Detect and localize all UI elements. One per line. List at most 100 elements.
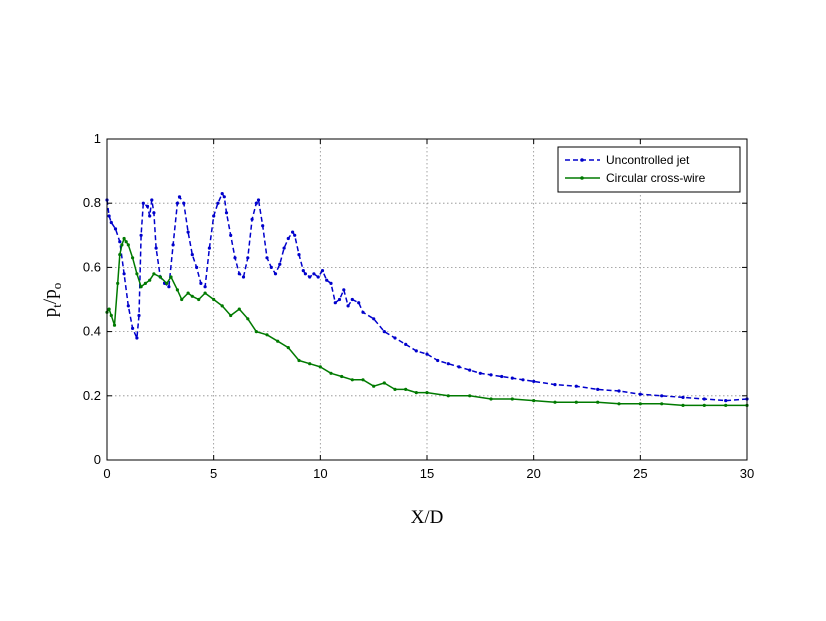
x-tick-label: 25 xyxy=(633,466,647,481)
data-point-circular-cross-wire xyxy=(318,365,322,369)
data-point-uncontrolled-jet xyxy=(265,256,269,260)
data-point-uncontrolled-jet xyxy=(553,383,557,387)
data-point-uncontrolled-jet xyxy=(325,278,329,282)
data-point-uncontrolled-jet xyxy=(457,365,461,369)
data-point-circular-cross-wire xyxy=(681,403,685,407)
data-point-uncontrolled-jet xyxy=(372,317,376,321)
data-point-uncontrolled-jet xyxy=(361,310,365,314)
data-point-uncontrolled-jet xyxy=(329,281,333,285)
data-point-circular-cross-wire xyxy=(180,297,184,302)
data-point-uncontrolled-jet xyxy=(141,201,145,205)
data-point-circular-cross-wire xyxy=(169,275,173,279)
data-point-circular-cross-wire xyxy=(350,378,354,382)
legend-marker-circular-cross-wire xyxy=(580,176,584,180)
data-point-uncontrolled-jet xyxy=(282,246,286,250)
data-point-circular-cross-wire xyxy=(135,272,139,276)
data-point-circular-cross-wire xyxy=(254,330,258,334)
data-point-uncontrolled-jet xyxy=(135,336,139,340)
data-point-circular-cross-wire xyxy=(702,403,706,407)
data-point-circular-cross-wire xyxy=(120,243,124,247)
data-point-circular-cross-wire xyxy=(124,240,128,244)
data-point-circular-cross-wire xyxy=(190,294,194,298)
data-point-uncontrolled-jet xyxy=(131,326,135,330)
data-point-circular-cross-wire xyxy=(414,391,418,395)
data-point-circular-cross-wire xyxy=(122,236,126,241)
data-point-uncontrolled-jet xyxy=(145,204,150,208)
data-point-uncontrolled-jet xyxy=(220,192,224,196)
data-point-circular-cross-wire xyxy=(175,288,179,292)
data-point-circular-cross-wire xyxy=(297,358,301,363)
legend-label-circular-cross-wire: Circular cross-wire xyxy=(606,171,706,185)
data-point-uncontrolled-jet xyxy=(152,211,156,215)
data-point-circular-cross-wire xyxy=(340,374,344,379)
data-point-uncontrolled-jet xyxy=(510,376,514,380)
x-tick-label: 30 xyxy=(740,466,754,481)
data-point-uncontrolled-jet xyxy=(436,358,440,363)
data-point-uncontrolled-jet xyxy=(521,378,525,382)
data-point-uncontrolled-jet xyxy=(346,304,350,308)
x-tick-label: 0 xyxy=(103,466,110,481)
data-point-circular-cross-wire xyxy=(393,387,397,391)
ticks xyxy=(106,138,748,461)
data-point-uncontrolled-jet xyxy=(333,301,337,305)
data-point-uncontrolled-jet xyxy=(425,352,429,356)
y-tick-label: 0.8 xyxy=(83,195,101,210)
data-point-uncontrolled-jet xyxy=(190,253,194,257)
data-point-uncontrolled-jet xyxy=(301,269,305,273)
data-point-circular-cross-wire xyxy=(638,402,642,406)
data-point-uncontrolled-jet xyxy=(186,230,190,234)
x-axis-title: X/D xyxy=(411,507,444,528)
data-point-circular-cross-wire xyxy=(126,243,130,247)
data-point-circular-cross-wire xyxy=(329,371,333,375)
data-point-uncontrolled-jet xyxy=(118,240,122,244)
data-point-uncontrolled-jet xyxy=(478,371,482,375)
data-point-uncontrolled-jet xyxy=(212,214,216,218)
data-point-uncontrolled-jet xyxy=(216,201,220,205)
data-point-circular-cross-wire xyxy=(404,387,408,391)
data-point-uncontrolled-jet xyxy=(250,217,254,221)
data-point-uncontrolled-jet xyxy=(199,281,203,285)
data-point-circular-cross-wire xyxy=(220,304,224,308)
data-point-uncontrolled-jet xyxy=(532,379,536,383)
x-tick-label: 10 xyxy=(313,466,327,481)
data-point-uncontrolled-jet xyxy=(203,285,207,289)
y-tick-label: 0.4 xyxy=(83,324,101,339)
data-point-uncontrolled-jet xyxy=(286,236,290,241)
data-point-circular-cross-wire xyxy=(276,339,280,343)
data-point-circular-cross-wire xyxy=(361,378,365,382)
y-tick-labels: 0 0.2 0.4 0.6 0.8 1 xyxy=(83,131,101,467)
legend-marker-uncontrolled-jet xyxy=(580,158,584,162)
data-point-circular-cross-wire xyxy=(265,333,269,337)
data-point-circular-cross-wire xyxy=(143,281,147,285)
data-point-uncontrolled-jet xyxy=(109,220,113,225)
data-point-uncontrolled-jet xyxy=(222,195,226,199)
data-point-circular-cross-wire xyxy=(203,291,207,295)
data-point-uncontrolled-jet xyxy=(350,297,354,302)
y-axis-title-sub1: t xyxy=(49,304,64,308)
data-point-circular-cross-wire xyxy=(596,400,600,404)
data-point-circular-cross-wire xyxy=(112,323,117,327)
data-point-uncontrolled-jet xyxy=(320,269,325,273)
data-point-uncontrolled-jet xyxy=(278,262,282,266)
x-tick-label: 5 xyxy=(210,466,217,481)
data-point-circular-cross-wire xyxy=(446,394,450,398)
data-point-uncontrolled-jet xyxy=(261,224,265,228)
data-point-uncontrolled-jet xyxy=(246,256,250,260)
data-point-uncontrolled-jet xyxy=(446,362,450,366)
data-point-circular-cross-wire xyxy=(148,278,152,282)
data-point-uncontrolled-jet xyxy=(195,265,199,269)
legend-label-uncontrolled-jet: Uncontrolled jet xyxy=(606,153,690,167)
data-point-circular-cross-wire xyxy=(425,391,429,395)
data-point-uncontrolled-jet xyxy=(122,272,126,276)
data-point-circular-cross-wire xyxy=(158,275,162,279)
data-point-uncontrolled-jet xyxy=(724,399,728,403)
data-point-uncontrolled-jet xyxy=(596,387,600,391)
data-point-circular-cross-wire xyxy=(489,397,493,401)
data-point-circular-cross-wire xyxy=(372,384,376,388)
data-point-uncontrolled-jet xyxy=(107,214,111,218)
data-point-circular-cross-wire xyxy=(165,281,169,285)
series-line-circular-cross-wire xyxy=(106,237,747,407)
series-line-uncontrolled-jet xyxy=(106,192,748,402)
data-point-circular-cross-wire xyxy=(468,394,472,398)
